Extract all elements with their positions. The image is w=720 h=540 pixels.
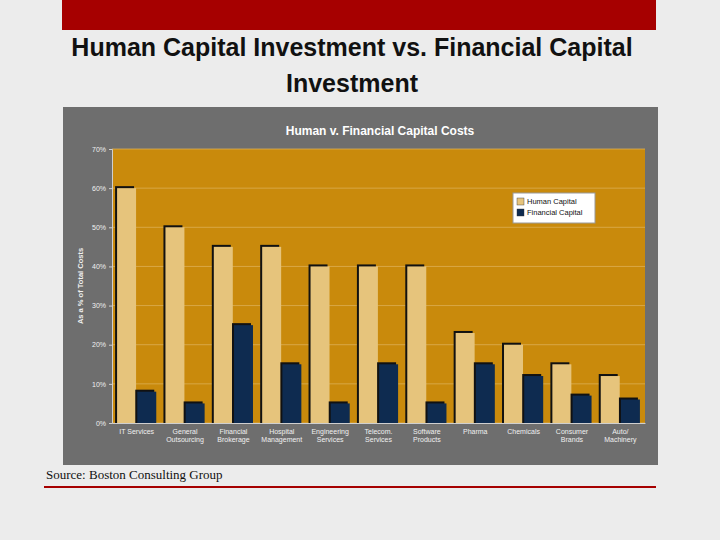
y-tick-mark xyxy=(109,266,112,267)
y-tick: 70% xyxy=(92,146,112,153)
legend: Human Capital Financial Capital xyxy=(513,193,595,223)
bar xyxy=(476,364,495,423)
bar xyxy=(573,396,592,423)
grid-line xyxy=(112,266,645,267)
bar xyxy=(214,247,233,423)
y-tick: 30% xyxy=(92,302,112,309)
y-tick-label: 60% xyxy=(92,185,106,192)
x-tick-label: IT Services xyxy=(119,428,154,435)
y-tick-mark xyxy=(109,423,112,424)
x-tick-label: Pharma xyxy=(463,428,488,435)
source: Source: Boston Consulting Group xyxy=(46,467,223,482)
bar xyxy=(262,247,281,423)
bar xyxy=(427,403,446,423)
top-band xyxy=(62,0,656,30)
bar xyxy=(407,266,426,423)
x-axis: IT Services GeneralOutsourcing FinancialBr… xyxy=(113,423,646,444)
x-tick-label: ConsumerBrands xyxy=(556,428,589,443)
y-axis: 0% 10% 20% 30% 40% 50% 60% 70% xyxy=(92,146,113,427)
chart-title: Human v. Financial Capital Costs xyxy=(286,124,475,138)
bar xyxy=(137,392,156,423)
x-tick: SoftwareProducts xyxy=(413,423,441,443)
legend-swatch xyxy=(517,198,524,205)
y-tick: 60% xyxy=(92,185,112,192)
slide: Human Capital Investment vs. Financial C… xyxy=(0,0,720,540)
grid-line xyxy=(112,149,645,150)
y-tick-label: 50% xyxy=(92,224,106,231)
x-tick-label: HospitalManagement xyxy=(261,428,302,444)
y-tick-mark xyxy=(109,345,112,346)
y-axis-title: As a % of Total Costs xyxy=(76,248,85,324)
x-tick-label: FinancialBrokerage xyxy=(217,428,249,444)
plot-area xyxy=(112,149,645,423)
y-tick: 0% xyxy=(96,420,112,427)
bars xyxy=(115,186,640,423)
x-tick: Chemicals xyxy=(507,423,540,435)
bar xyxy=(311,266,330,423)
legend-label: Financial Capital xyxy=(527,208,583,217)
y-tick-label: 70% xyxy=(92,146,106,153)
bar xyxy=(601,376,620,423)
bar xyxy=(117,188,136,423)
y-tick-mark xyxy=(109,149,112,150)
grid xyxy=(112,149,645,423)
grid-line xyxy=(112,227,645,228)
x-tick-label: GeneralOutsourcing xyxy=(166,428,204,444)
grid-line xyxy=(112,188,645,189)
legend-box xyxy=(513,193,595,223)
y-tick-mark xyxy=(109,227,112,228)
x-tick: HospitalManagement xyxy=(261,423,302,444)
bar xyxy=(552,364,571,423)
y-tick-mark xyxy=(109,306,112,307)
chart-panel xyxy=(63,107,658,465)
legend-swatch xyxy=(517,209,524,216)
bar xyxy=(621,400,640,423)
y-tick-label: 10% xyxy=(92,381,106,388)
x-tick: IT Services xyxy=(119,423,154,435)
legend-label: Human Capital xyxy=(527,197,577,206)
y-tick-label: 0% xyxy=(96,420,106,427)
x-tick-label: Telecom.Services xyxy=(364,428,392,443)
x-tick: Auto/Machinery xyxy=(604,423,637,444)
y-tick-mark xyxy=(109,384,112,385)
y-tick: 20% xyxy=(92,341,112,348)
x-tick-label: SoftwareProducts xyxy=(413,428,441,443)
y-tick: 40% xyxy=(92,263,112,270)
y-tick: 50% xyxy=(92,224,112,231)
bar xyxy=(524,376,543,423)
y-tick-label: 40% xyxy=(92,263,106,270)
bottom-rule xyxy=(44,486,656,488)
x-tick-label: Auto/Machinery xyxy=(604,428,637,444)
bar xyxy=(186,403,205,423)
y-axis-line xyxy=(109,150,113,424)
bar xyxy=(165,227,184,423)
y-tick: 10% xyxy=(92,381,112,388)
bar xyxy=(359,266,378,423)
bar xyxy=(379,364,398,423)
x-tick: Pharma xyxy=(463,423,488,435)
y-tick-label: 20% xyxy=(92,341,106,348)
y-tick-mark xyxy=(109,188,112,189)
x-tick: ConsumerBrands xyxy=(556,423,589,443)
bar xyxy=(331,403,350,423)
x-axis-line xyxy=(113,423,646,424)
x-tick: Telecom.Services xyxy=(364,423,392,443)
grid-line xyxy=(112,305,645,306)
bar xyxy=(504,345,523,423)
x-tick: GeneralOutsourcing xyxy=(166,423,204,444)
slide-background xyxy=(0,0,720,540)
slide-title: Human Capital Investment vs. Financial C… xyxy=(71,33,632,97)
x-tick: FinancialBrokerage xyxy=(217,423,249,444)
y-tick-label: 30% xyxy=(92,302,106,309)
bar xyxy=(282,364,301,423)
bar xyxy=(234,325,253,423)
grid-line xyxy=(112,344,645,345)
x-tick-label: EngineeringServices xyxy=(311,428,348,443)
x-tick: EngineeringServices xyxy=(311,423,348,443)
x-tick-label: Chemicals xyxy=(507,428,540,435)
bar xyxy=(456,333,475,423)
